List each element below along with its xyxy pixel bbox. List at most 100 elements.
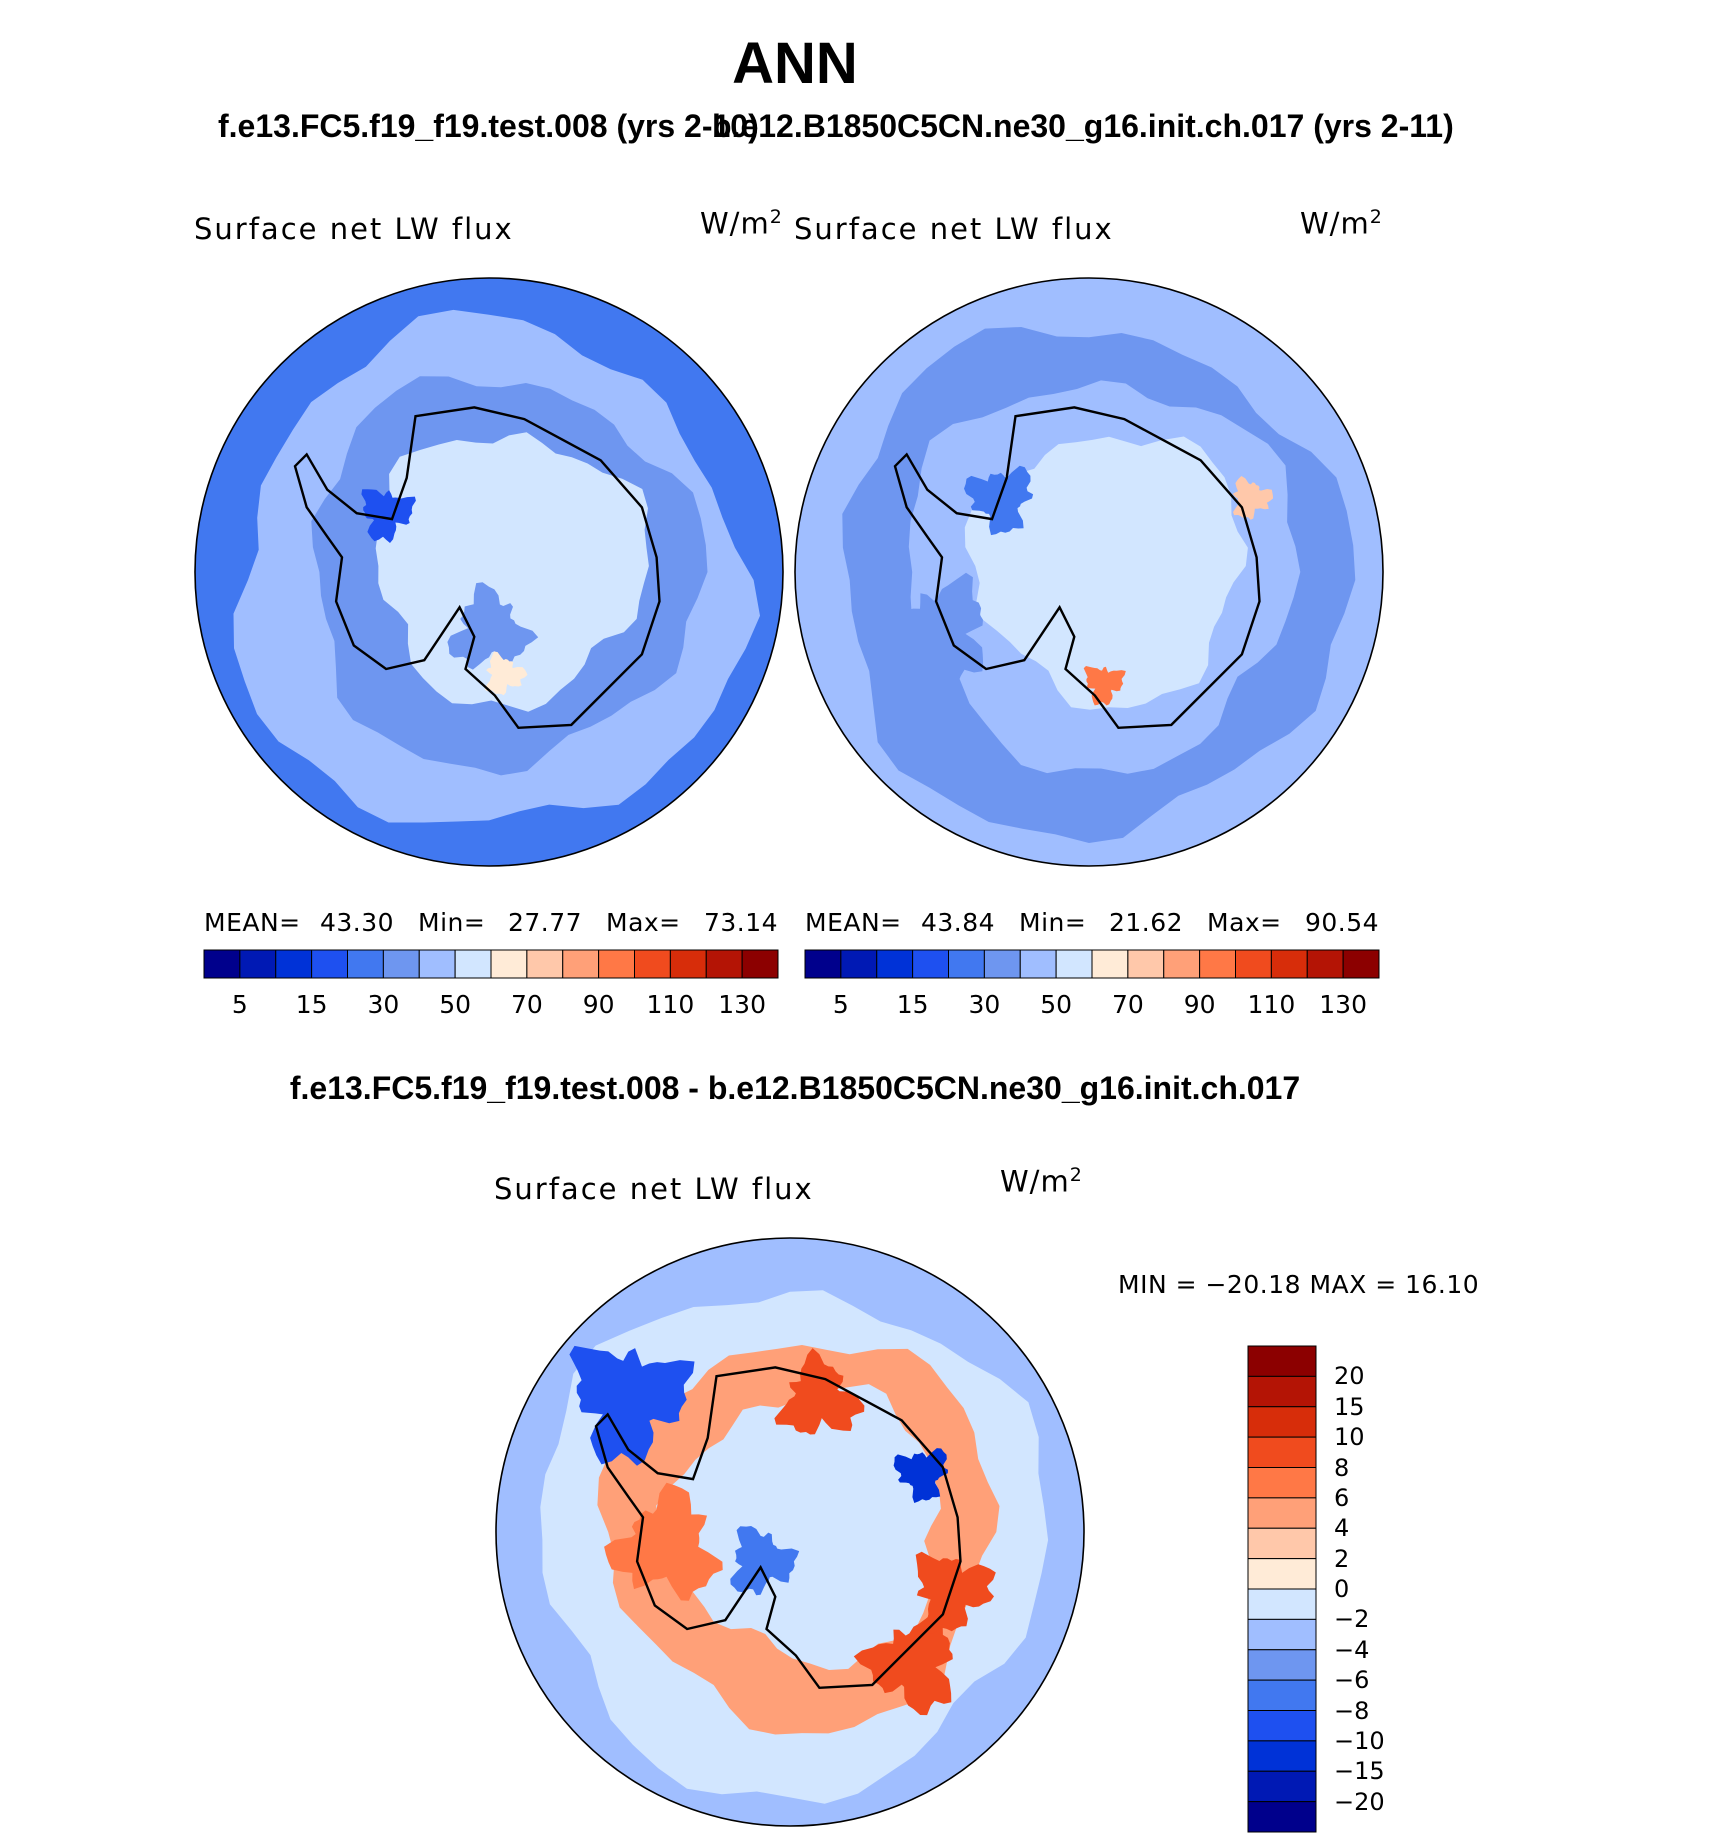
contour-patch — [878, 572, 984, 686]
colorbar-tick-label: 5 — [832, 990, 849, 1019]
contour-patch — [774, 1348, 865, 1435]
colorbar-swatch — [1127, 949, 1165, 979]
case1-title: f.e13.FC5.f19_f19.test.008 (yrs 2-10) — [218, 108, 759, 144]
colorbar-swatch — [382, 949, 420, 979]
colorbar-swatch — [454, 949, 492, 979]
panel1-variable-label: Surface net LW flux — [194, 212, 514, 246]
colorbar-tick-label: 10 — [1334, 1423, 1365, 1452]
colorbar-swatch — [1247, 1558, 1317, 1590]
contour-patch — [484, 651, 528, 696]
diff-colorbar — [1247, 1345, 1317, 1833]
colorbar-tick-label: 15 — [896, 990, 929, 1019]
colorbar-tick-label: 130 — [1319, 990, 1367, 1019]
colorbar-swatch — [1235, 949, 1272, 979]
map-border — [794, 277, 1384, 867]
contour-band — [656, 1384, 941, 1670]
colorbar-tick-label: −15 — [1334, 1757, 1385, 1786]
panel2-min-value: 21.62 — [1109, 908, 1184, 937]
colorbar-swatch — [1247, 1467, 1317, 1499]
contour-patch — [604, 1482, 723, 1601]
diff-variable-label: Surface net LW flux — [494, 1172, 814, 1206]
colorbar-tick-label: 30 — [367, 990, 400, 1019]
contour-patch — [361, 489, 416, 543]
colorbar-swatch — [1247, 1710, 1317, 1742]
case2-title: b.e12.B1850C5CN.ne30_g16.init.ch.017 (yr… — [712, 108, 1454, 144]
colorbar-swatch — [1247, 1497, 1317, 1529]
colorbar-swatch — [912, 949, 949, 979]
colorbar-swatch — [634, 949, 671, 979]
season-title: ANN — [732, 31, 858, 96]
colorbar-swatch — [1247, 1345, 1317, 1377]
colorbar-swatch — [669, 949, 707, 979]
panel2-units: W/m2 — [1300, 206, 1383, 241]
diff-title: f.e13.FC5.f19_f19.test.008 - b.e12.B1850… — [289, 1070, 1301, 1106]
colorbar-tick-label: 110 — [1247, 990, 1296, 1019]
colorbar-swatch — [275, 949, 313, 979]
panel1-min-label: Min= — [418, 908, 486, 937]
colorbar-tick-label: 15 — [295, 990, 328, 1019]
colorbar-tick-label: −10 — [1334, 1726, 1385, 1755]
panel2-mean-value: 43.84 — [921, 908, 996, 937]
colorbar-swatch — [948, 949, 985, 979]
antarctica-coastline — [293, 406, 661, 730]
colorbar-tick-label: 70 — [510, 990, 543, 1019]
colorbar-tick-label: 20 — [1334, 1362, 1365, 1391]
colorbar-swatch — [1247, 1527, 1317, 1560]
colorbar-swatch — [741, 949, 779, 979]
colorbar-tick-label: −8 — [1334, 1696, 1370, 1725]
map-border — [495, 1237, 1085, 1827]
colorbar-swatch — [1019, 949, 1057, 979]
contour-band — [375, 432, 649, 712]
colorbar-swatch — [1306, 949, 1344, 979]
contour-patch — [569, 1345, 695, 1466]
panel2-max-label: Max= — [1207, 908, 1282, 937]
colorbar-tick-label: 4 — [1334, 1514, 1350, 1543]
colorbar-tick-label: 15 — [1334, 1392, 1365, 1421]
colorbar-tick-label: −4 — [1334, 1635, 1370, 1664]
colorbar-tick-label: 6 — [1334, 1483, 1350, 1512]
map-field — [496, 1238, 1084, 1826]
colorbar-swatch — [562, 949, 600, 979]
colorbar-tick-label: 50 — [439, 990, 472, 1019]
contour-patch — [893, 1448, 948, 1503]
colorbar-tick-label: 30 — [968, 990, 1001, 1019]
panel2-max-value: 90.54 — [1305, 908, 1380, 937]
colorbar-swatch — [1055, 949, 1093, 979]
panel1-colorbar — [203, 949, 779, 979]
colorbar-swatch — [490, 949, 528, 979]
panel1-max-label: Max= — [606, 908, 681, 937]
colorbar-tick-label: 2 — [1334, 1544, 1350, 1573]
colorbar-swatch — [418, 949, 456, 979]
colorbar-tick-label: −20 — [1334, 1787, 1385, 1816]
panel1-max-value: 73.14 — [704, 908, 779, 937]
diff-minmax-text: MIN = −20.18 MAX = 16.10 — [1118, 1270, 1480, 1299]
diff-units: W/m2 — [1000, 1164, 1083, 1199]
colorbar-tick-label: 0 — [1334, 1575, 1350, 1603]
panel1-units: W/m2 — [700, 206, 783, 241]
colorbar-tick-label: 5 — [231, 990, 248, 1019]
colorbar-swatch — [1199, 949, 1236, 979]
colorbar-swatch — [347, 949, 384, 979]
colorbar-swatch — [239, 949, 277, 979]
colorbar-tick-label: 50 — [1040, 990, 1073, 1019]
colorbar-swatch — [983, 949, 1021, 979]
colorbar-swatch — [1247, 1375, 1317, 1408]
panel2-mean-label: MEAN= — [805, 908, 902, 937]
colorbar-swatch — [1247, 1618, 1317, 1651]
colorbar-swatch — [804, 949, 842, 979]
colorbar-swatch — [1247, 1406, 1317, 1438]
colorbar-swatch — [1247, 1740, 1317, 1772]
panel1-min-value: 27.77 — [508, 908, 583, 937]
colorbar-tick-label: 90 — [582, 990, 615, 1019]
map-field — [795, 278, 1383, 866]
contour-patch — [730, 1526, 800, 1596]
panel2-polar-map — [794, 277, 1384, 867]
colorbar-swatch — [876, 949, 914, 979]
colorbar-swatch — [1091, 949, 1129, 979]
map-border — [194, 277, 784, 867]
diff-polar-map — [495, 1237, 1085, 1827]
contour-patch — [915, 1551, 996, 1634]
panel1-polar-map — [194, 277, 784, 867]
panel1-mean-label: MEAN= — [204, 908, 301, 937]
antarctica-coastline — [594, 1366, 962, 1690]
